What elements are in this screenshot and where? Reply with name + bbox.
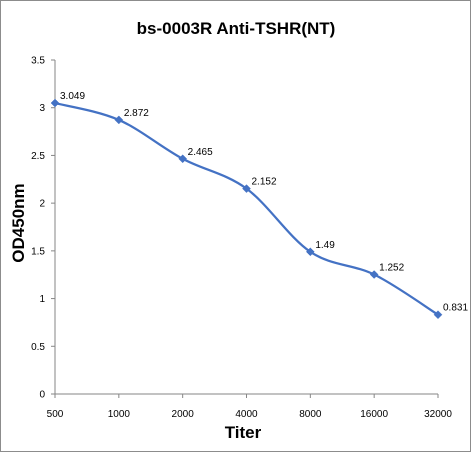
- y-tick-label: 0.5: [31, 342, 45, 353]
- data-label: 2.152: [252, 177, 277, 188]
- x-tick-label: 500: [47, 409, 64, 420]
- data-point-marker: [242, 184, 251, 193]
- y-tick-label: 1.5: [31, 246, 45, 257]
- x-tick-label: 4000: [235, 409, 258, 420]
- data-point-marker: [369, 270, 379, 279]
- series-layer: 3.049 2.872 2.465 2.152 1.49 1.252 0.831: [50, 91, 468, 320]
- y-tick-label: 0: [39, 390, 45, 401]
- series-line: [54, 101, 439, 316]
- x-axis-title: Titer: [225, 423, 262, 442]
- y-tick-label: 1: [39, 294, 45, 305]
- y-tick-label: 3.5: [31, 56, 45, 67]
- axes: 0 0.5 1 1.5 2 2.5 3 3.5 500 1000 2000 4000 8000 16000…: [31, 56, 452, 421]
- data-label: 3.049: [60, 91, 85, 102]
- x-tick-label: 16000: [360, 409, 388, 420]
- data-label: 1.252: [379, 263, 404, 274]
- data-label: 2.465: [188, 147, 213, 158]
- data-point-marker: [178, 154, 188, 164]
- data-point-marker: [305, 247, 315, 257]
- x-tick-label: 1000: [108, 409, 131, 420]
- x-tick-label: 8000: [299, 409, 322, 420]
- x-tick-label: 2000: [172, 409, 195, 420]
- chart-title: bs-0003R Anti-TSHR(NT): [137, 19, 336, 38]
- y-tick-label: 2.5: [31, 151, 45, 162]
- data-label: 2.872: [124, 108, 149, 119]
- y-tick-label: 3: [39, 103, 45, 114]
- data-point-marker: [114, 115, 124, 125]
- data-point-marker: [433, 310, 443, 320]
- y-axis-title: OD450nm: [9, 183, 28, 262]
- data-label: 1.49: [315, 240, 335, 251]
- data-point-marker: [50, 98, 60, 108]
- x-tick-label: 32000: [424, 409, 452, 420]
- y-tick-label: 2: [39, 199, 45, 210]
- data-label: 0.831: [443, 303, 468, 314]
